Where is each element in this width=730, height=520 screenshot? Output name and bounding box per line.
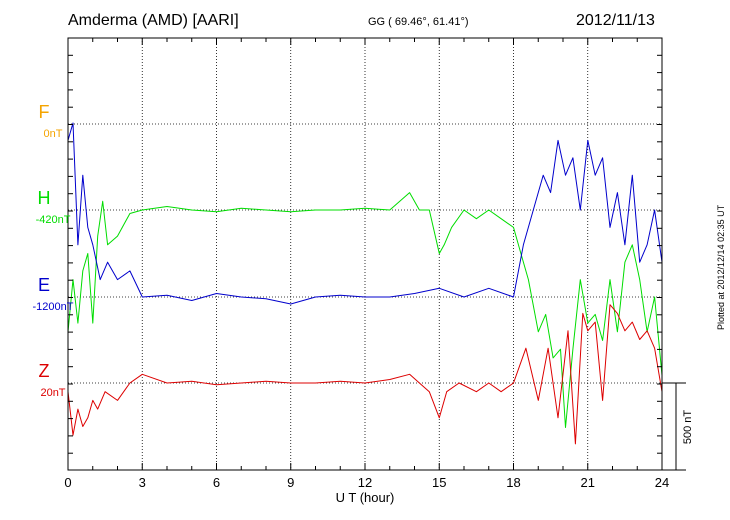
x-tick-label: 6 [213, 475, 220, 490]
x-tick-label: 15 [432, 475, 446, 490]
series-Z-name: Z [39, 361, 50, 381]
x-tick-label: 9 [287, 475, 294, 490]
series-F-name: F [39, 102, 50, 122]
series-F-baseline: 0nT [44, 128, 63, 140]
x-tick-label: 18 [506, 475, 520, 490]
x-tick-label: 3 [139, 475, 146, 490]
series-H-name: H [38, 188, 51, 208]
scale-bar: 500 nT [662, 382, 694, 471]
traces [67, 122, 663, 445]
scale-bar-label: 500 nT [682, 410, 694, 445]
series-E-baseline: -1200nT [33, 301, 74, 313]
series-Z-baseline: 20nT [40, 387, 65, 399]
plotted-note: Plotted at 2012/12/14 02:35 UT [716, 204, 726, 330]
x-tick-label: 24 [655, 475, 669, 490]
x-tick-label: 12 [358, 475, 372, 490]
series-H-line [67, 192, 663, 428]
station-coords: GG ( 69.46°, 61.41°) [368, 16, 469, 28]
series-E-name: E [38, 275, 50, 295]
series-Z-line [67, 304, 663, 445]
series-E-line [67, 122, 663, 305]
series-labels: F 0nT H -420nT E -1200nT Z 20nT [33, 102, 74, 399]
x-axis-label: U T (hour) [336, 490, 395, 505]
date-label: 2012/11/13 [576, 12, 655, 29]
x-tick-label: 0 [64, 475, 71, 490]
axes: 0 3 6 9 12 15 18 21 24 U T (hour) [64, 37, 669, 505]
series-H-baseline: -420nT [36, 214, 71, 226]
station-title: Amderma (AMD) [AARI] [68, 12, 239, 29]
x-tick-label: 21 [581, 475, 595, 490]
